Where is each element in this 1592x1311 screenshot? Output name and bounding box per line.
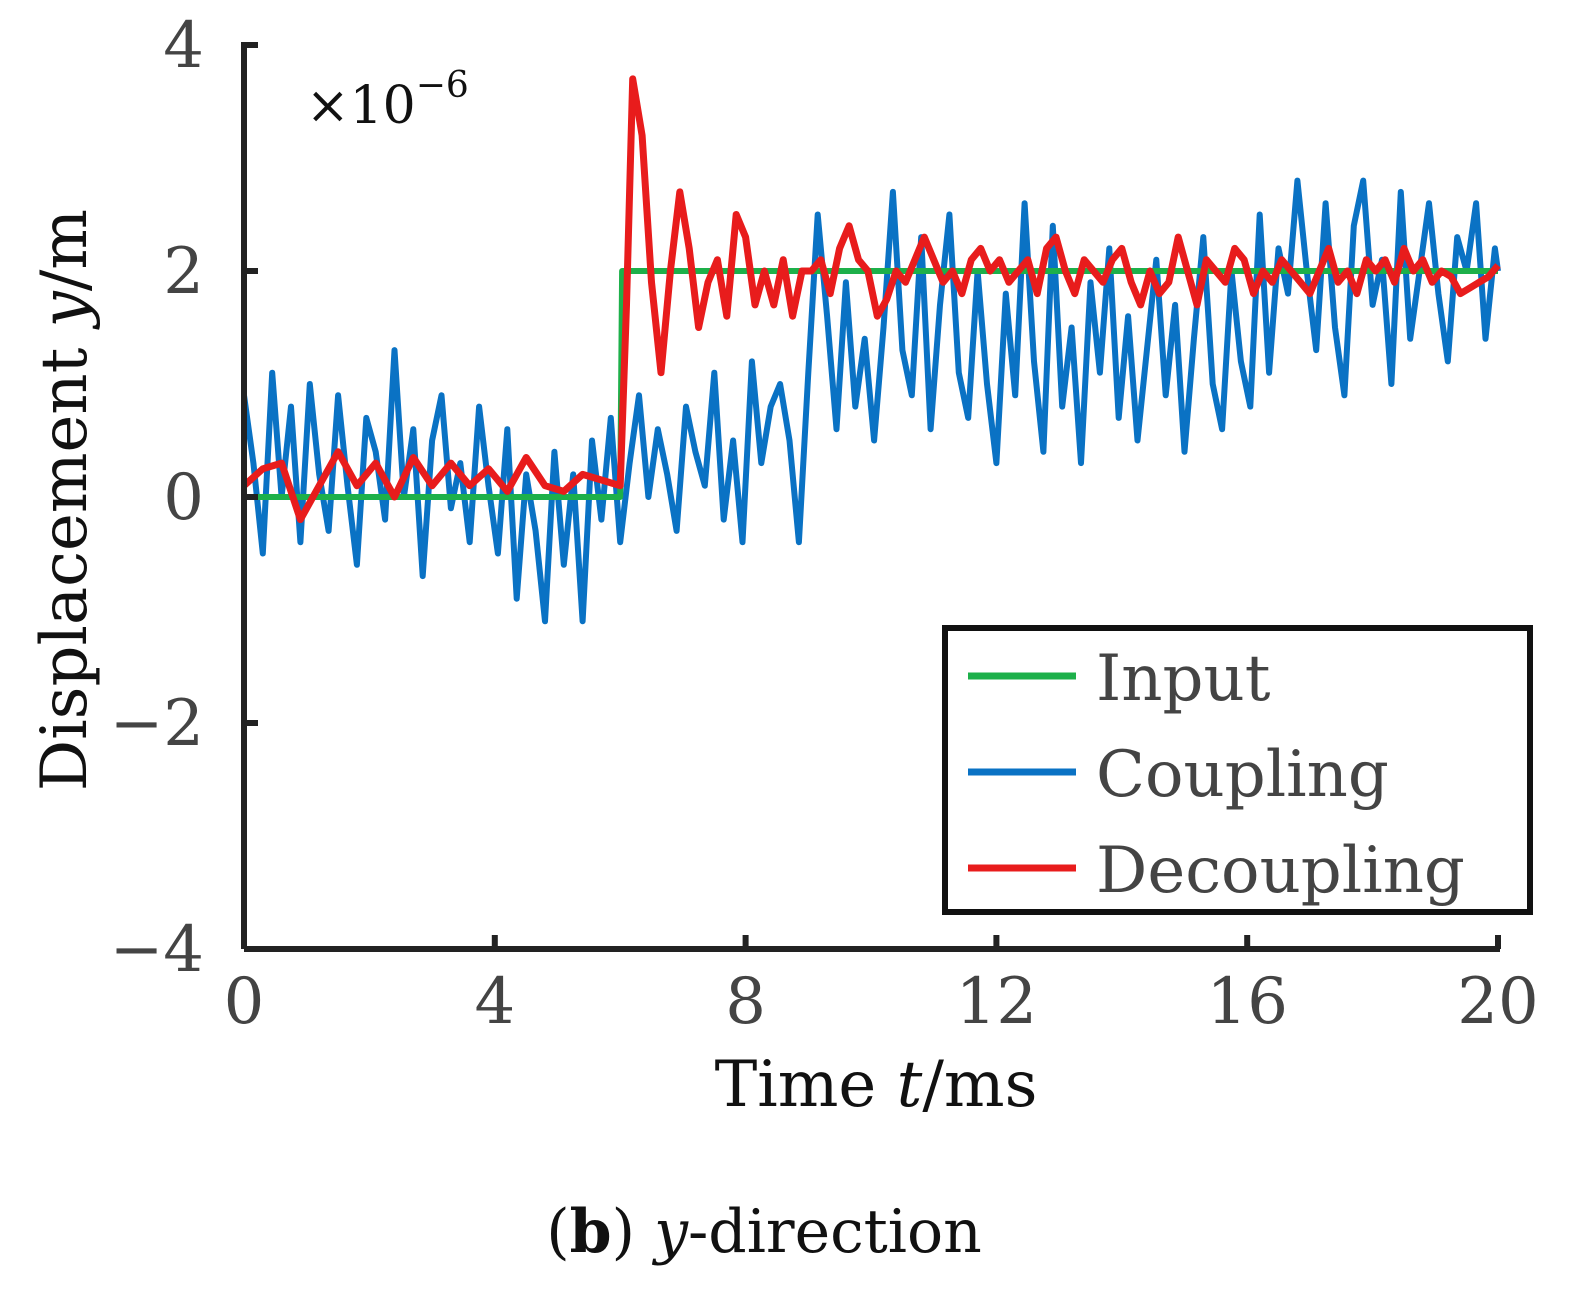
caption-close-paren: ): [612, 1197, 654, 1267]
x-tick-label: 0: [224, 965, 265, 1039]
y-tick-label: 4: [163, 9, 204, 83]
caption-open-paren: (: [546, 1197, 569, 1267]
legend: Input Coupling Decoupling: [942, 625, 1533, 915]
caption-suffix: -direction: [688, 1197, 982, 1267]
y-tick-label: −2: [110, 687, 204, 761]
y-ticks: −4 −2 0 2 4: [110, 9, 258, 987]
y-tick-label: 2: [163, 235, 204, 309]
y-tick-label: 0: [163, 461, 204, 535]
plot-area: [241, 75, 1501, 625]
series-line-decoupling: [241, 75, 1501, 524]
y-axis-label-var: y: [28, 290, 102, 330]
y-multiplier-exp: −6: [416, 65, 469, 106]
x-axis-label: Time t/ms: [715, 1048, 1038, 1122]
x-tick-label: 20: [1457, 965, 1538, 1039]
y-axis-label-pre: Displacement: [28, 327, 102, 791]
y-axis-label-post: /m: [28, 209, 102, 291]
y-multiplier-base: ×10: [306, 76, 416, 136]
series-line-coupling: [241, 177, 1501, 625]
y-multiplier: ×10−6: [306, 65, 469, 136]
x-axis-label-var: t: [897, 1048, 923, 1122]
x-tick-label: 4: [474, 965, 515, 1039]
legend-label-decoupling: Decoupling: [1096, 834, 1465, 908]
legend-label-coupling: Coupling: [1096, 738, 1389, 812]
y-axis-label: Displacement y/m: [28, 209, 102, 791]
y-tick-label: −4: [110, 913, 204, 987]
x-ticks: 0 4 8 12 16 20: [224, 935, 1539, 1039]
x-axis-label-post: /ms: [922, 1048, 1037, 1122]
legend-label-input: Input: [1096, 642, 1271, 716]
x-tick-label: 8: [725, 965, 766, 1039]
caption-var: y: [651, 1197, 689, 1267]
x-tick-label: 12: [956, 965, 1037, 1039]
figure-caption: (b) y-direction: [546, 1197, 982, 1267]
x-axis-label-pre: Time: [715, 1048, 897, 1122]
x-tick-label: 16: [1206, 965, 1287, 1039]
caption-label: b: [570, 1197, 612, 1267]
